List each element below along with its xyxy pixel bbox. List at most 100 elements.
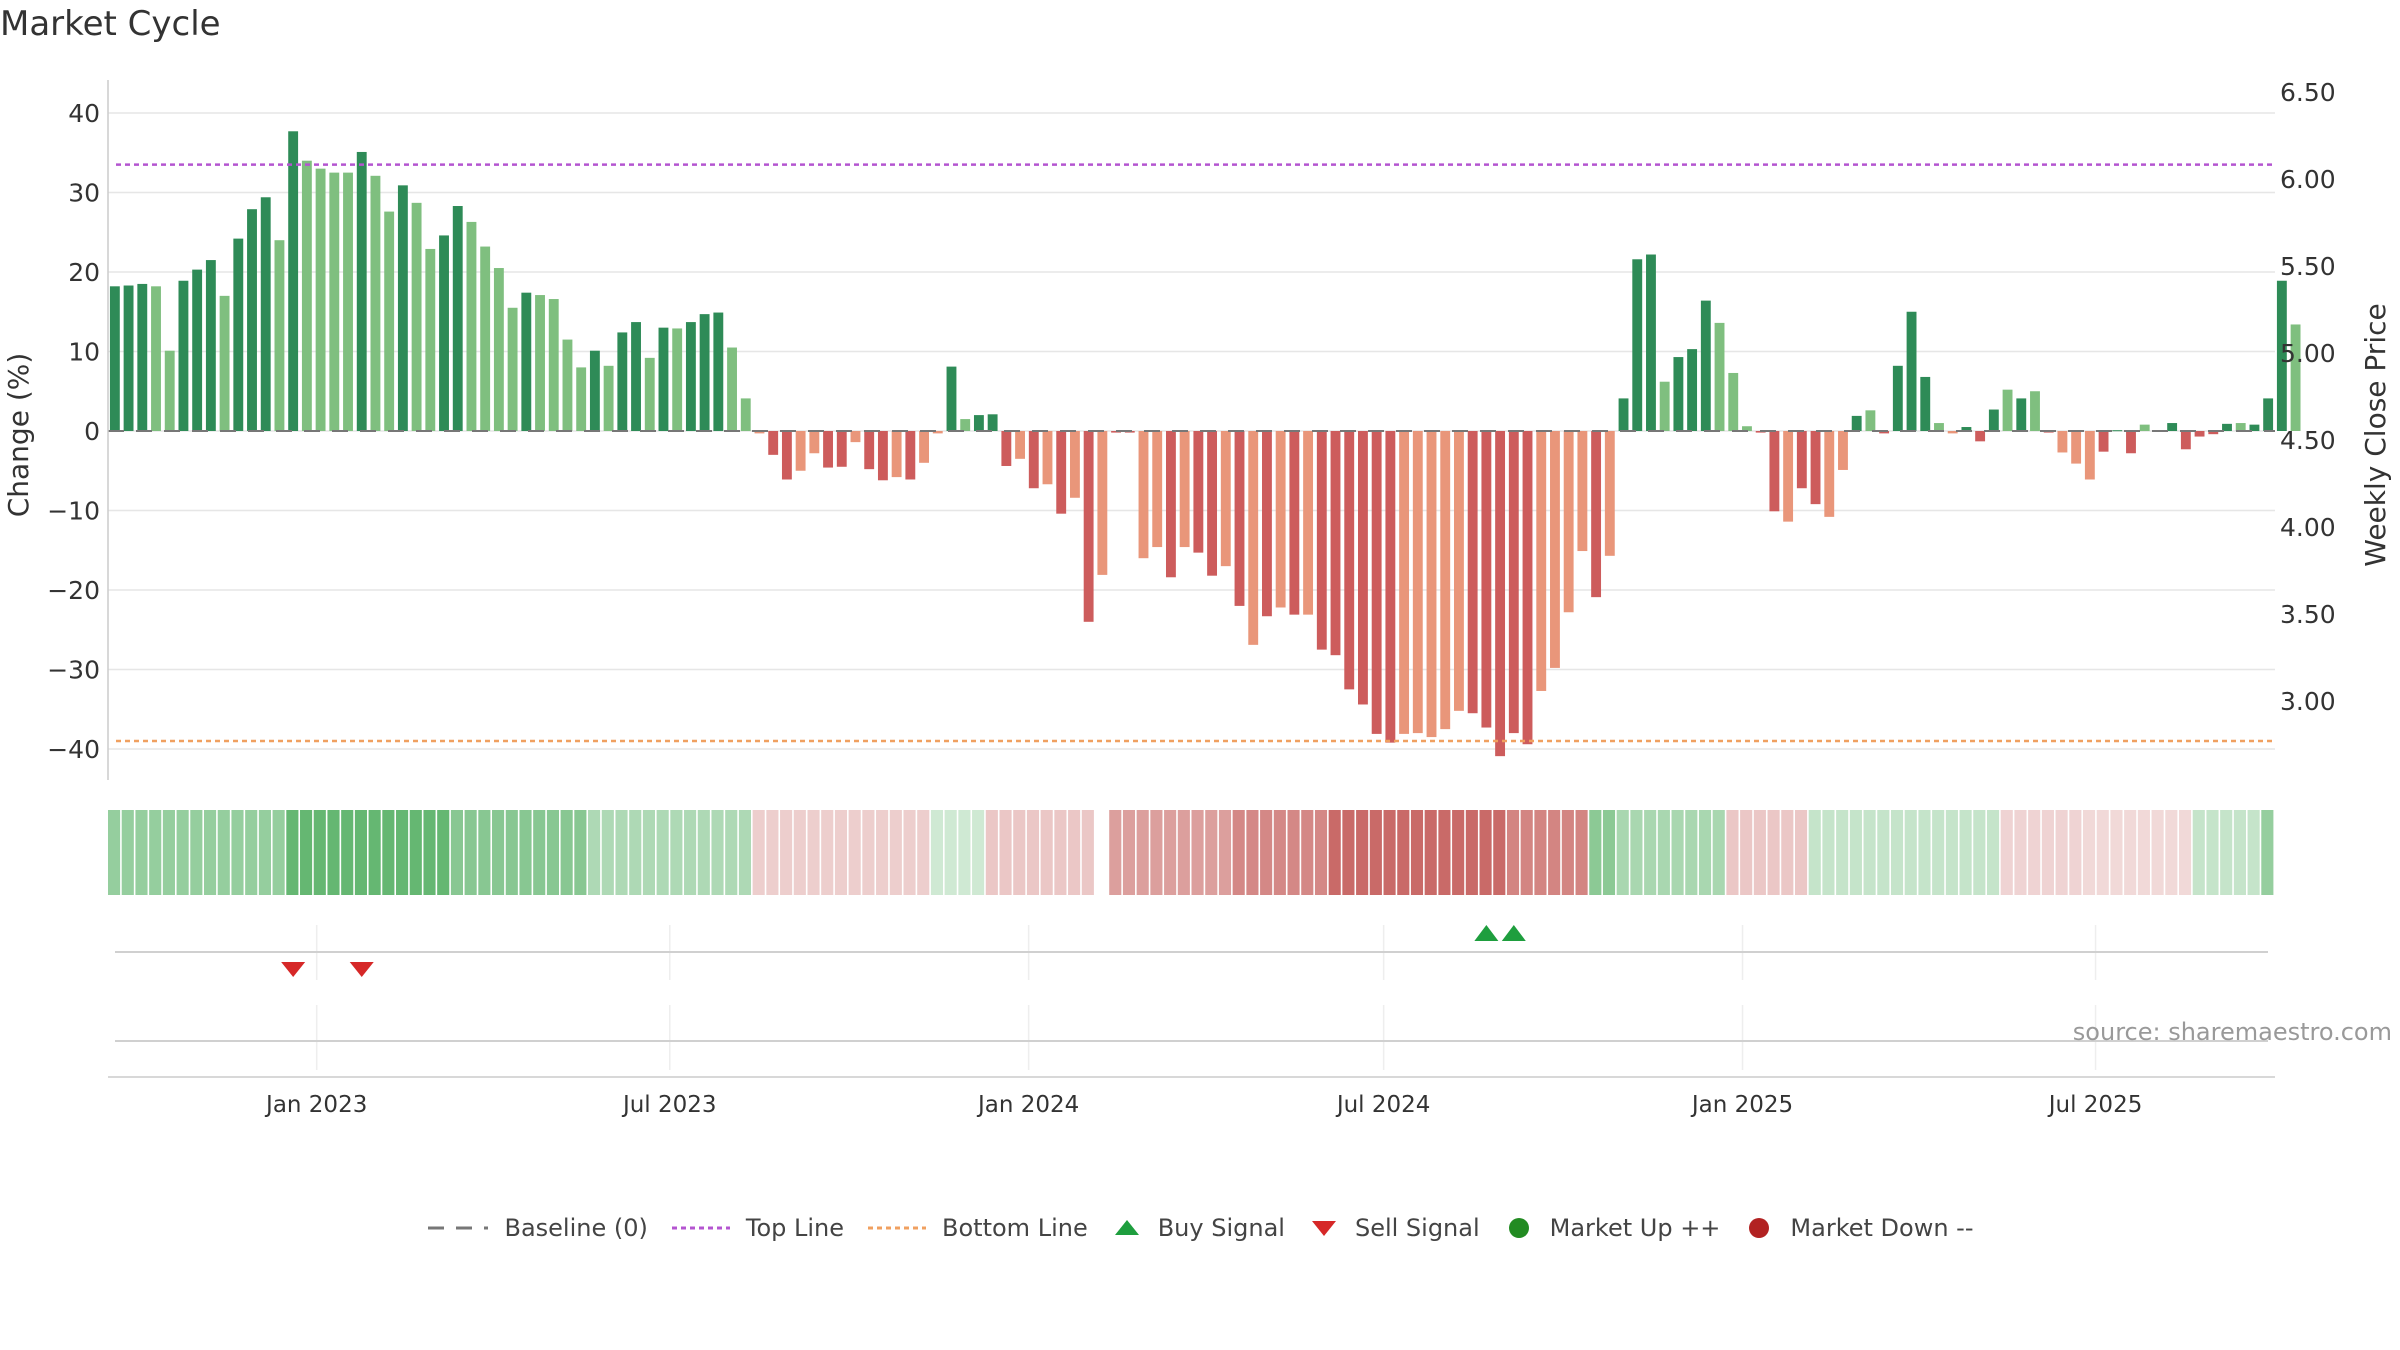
bar-negative xyxy=(1193,431,1204,553)
legend-label-market-up: Market Up ++ xyxy=(1549,1214,1721,1242)
regime-cell xyxy=(492,810,505,895)
regime-cell xyxy=(834,810,848,895)
bar-negative xyxy=(1495,431,1506,757)
bar-negative xyxy=(1069,431,1080,498)
bar-negative xyxy=(1385,431,1396,743)
regime-cell xyxy=(1356,810,1369,895)
dash-line-icon xyxy=(428,1226,489,1230)
y-tick-label: −20 xyxy=(47,576,100,605)
regime-cell xyxy=(821,810,834,895)
bar-positive xyxy=(109,286,120,431)
regime-cell xyxy=(848,810,861,895)
bar-negative xyxy=(1947,431,1958,434)
regime-cell xyxy=(1424,810,1437,895)
bar-positive xyxy=(1906,311,1917,431)
regime-cell xyxy=(1781,810,1794,895)
bar-negative xyxy=(1179,431,1190,548)
bar-positive xyxy=(356,151,367,431)
bar-negative xyxy=(2208,431,2219,435)
bar-negative xyxy=(1371,431,1382,734)
regime-cell xyxy=(1287,810,1300,895)
regime-cell xyxy=(1452,810,1465,895)
regime-cell xyxy=(1150,810,1163,895)
regime-cell xyxy=(149,810,162,895)
bar-negative xyxy=(2098,431,2109,452)
bar-negative xyxy=(1261,431,1272,617)
regime-cell xyxy=(396,810,409,895)
regime-cell xyxy=(382,810,395,895)
bar-negative xyxy=(905,431,916,480)
bar-negative xyxy=(1783,431,1794,522)
bar-negative xyxy=(1316,431,1327,650)
regime-cell xyxy=(1657,810,1670,895)
legend-item-market-down: Market Down -- xyxy=(1742,1214,1974,1242)
regime-cell xyxy=(1177,810,1190,895)
regime-cell xyxy=(2151,810,2164,895)
bar-negative xyxy=(1454,431,1464,711)
regime-cell xyxy=(135,810,148,895)
regime-cell xyxy=(1122,810,1136,895)
regime-cell xyxy=(930,810,944,895)
x-tick-label: Jul 2023 xyxy=(621,1092,717,1118)
bar-negative xyxy=(1563,431,1574,613)
regime-cell xyxy=(108,810,121,895)
y-tick-label: −30 xyxy=(47,656,100,685)
regime-cell xyxy=(1438,810,1451,895)
regime-cell xyxy=(1685,810,1698,895)
regime-cell xyxy=(944,810,957,895)
bar-negative xyxy=(2084,431,2095,480)
bar-positive xyxy=(2249,424,2260,431)
regime-cell xyxy=(423,810,436,895)
bar-positive xyxy=(548,299,559,431)
legend-label-baseline: Baseline (0) xyxy=(504,1214,648,1242)
dot-icon xyxy=(1749,1218,1770,1238)
regime-cell xyxy=(2096,810,2109,895)
bar-positive xyxy=(1892,365,1903,431)
bar-positive xyxy=(699,314,710,431)
regime-cell xyxy=(1644,810,1657,895)
regime-cell xyxy=(437,810,450,895)
regime-cell xyxy=(1026,810,1040,895)
bar-positive xyxy=(1673,357,1684,431)
regime-cell xyxy=(738,810,752,895)
y2-tick-label: 3.50 xyxy=(2280,600,2336,629)
regime-cell xyxy=(2165,810,2178,895)
legend-label-market-down: Market Down -- xyxy=(1790,1214,1974,1242)
regime-cell xyxy=(1616,810,1629,895)
bar-positive xyxy=(2235,423,2246,431)
regime-cell xyxy=(793,810,806,895)
bar-positive xyxy=(2276,280,2287,431)
bar-negative xyxy=(1522,431,1533,745)
y-tick-label: 10 xyxy=(68,338,100,367)
regime-cell xyxy=(2206,810,2219,895)
bar-positive xyxy=(2263,398,2274,431)
regime-cell xyxy=(1602,810,1616,895)
regime-cell xyxy=(1589,810,1602,895)
regime-cell xyxy=(1740,810,1753,895)
regime-cell xyxy=(2110,810,2123,895)
regime-cell xyxy=(1081,810,1094,895)
regime-cell xyxy=(1877,810,1890,895)
bar-negative xyxy=(1344,431,1355,690)
y-tick-label: −10 xyxy=(47,497,100,526)
regime-cell xyxy=(615,810,628,895)
bar-positive xyxy=(2002,389,2013,431)
bar-positive xyxy=(2016,398,2027,431)
bar-negative xyxy=(1796,431,1807,489)
regime-cell xyxy=(409,810,422,895)
bars xyxy=(109,131,2301,757)
regime-cell xyxy=(1314,810,1328,895)
regime-cell xyxy=(903,810,916,895)
bar-positive xyxy=(589,350,600,431)
bar-positive xyxy=(1714,322,1725,431)
legend: Baseline (0) Top Line Bottom Line Buy Si… xyxy=(0,1208,2400,1248)
y-axis-label: Change (%) xyxy=(2,353,35,518)
regime-cell xyxy=(1328,810,1341,895)
bar-positive xyxy=(1728,372,1739,431)
regime-cell xyxy=(1068,810,1081,895)
regime-cell xyxy=(2124,810,2137,895)
bar-negative xyxy=(1426,431,1437,738)
regime-cell xyxy=(2014,810,2027,895)
regime-cell xyxy=(1054,810,1067,895)
bar-positive xyxy=(1687,349,1698,431)
